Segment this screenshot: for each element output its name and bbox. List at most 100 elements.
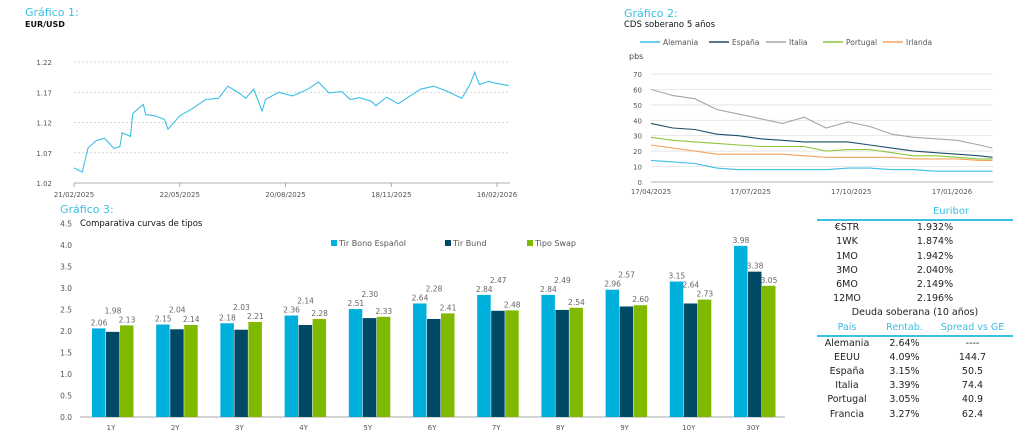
bar xyxy=(441,313,455,417)
euribor-rule xyxy=(817,219,1013,222)
x-tick-label: 8Y xyxy=(556,424,565,432)
yield: 3.05% xyxy=(889,394,920,406)
x-tick-label: 18/11/2025 xyxy=(371,191,411,199)
sovereign-row: España 3.15% 50.5 xyxy=(817,365,1013,379)
legend-label: Portugal xyxy=(846,38,877,47)
bar xyxy=(298,324,313,417)
sovereign-row: Italia 3.39% 74.4 xyxy=(817,379,1013,393)
bar xyxy=(248,321,262,417)
data-label: 2.28 xyxy=(311,309,328,318)
bar xyxy=(184,324,198,417)
sovereign-row: Portugal 3.05% 40.9 xyxy=(817,393,1013,407)
data-label: 3.98 xyxy=(733,236,750,245)
x-tick-label: 7Y xyxy=(492,424,501,432)
y-tick-label: 30 xyxy=(633,133,642,141)
data-label: 2.84 xyxy=(540,285,557,294)
bar xyxy=(555,309,569,417)
bar xyxy=(505,310,519,417)
data-label: 2.33 xyxy=(375,307,392,316)
country: Alemania xyxy=(824,337,870,349)
bar xyxy=(413,303,427,417)
x-tick-label: 16/02/2026 xyxy=(477,191,518,199)
country: Portugal xyxy=(827,394,867,406)
tenor: 6MO xyxy=(836,278,858,290)
euribor-row: 1WK 1.874% xyxy=(817,235,1013,249)
eurusd-line xyxy=(73,70,509,173)
bar xyxy=(170,329,184,417)
rate: 2.196% xyxy=(916,293,954,305)
rate: 1.874% xyxy=(916,236,954,248)
bar xyxy=(748,271,762,417)
x-tick-label: 3Y xyxy=(235,424,244,432)
tenor: 12MO xyxy=(833,293,861,305)
y-tick-label: 50 xyxy=(633,102,642,110)
bar xyxy=(427,318,441,417)
data-label: 1.98 xyxy=(105,306,122,315)
country: España xyxy=(829,366,865,378)
rate: 1.942% xyxy=(916,250,954,262)
tenor: €STR xyxy=(834,222,860,234)
euribor-row: 1MO 1.942% xyxy=(817,250,1013,264)
series-line-italia xyxy=(650,88,993,149)
data-label: 2.57 xyxy=(618,271,635,280)
y-tick-label: 0 xyxy=(638,179,642,187)
bar xyxy=(491,310,505,417)
data-label: 2.54 xyxy=(568,298,585,307)
data-label: 2.73 xyxy=(696,290,713,299)
legend-label: Irlanda xyxy=(906,38,932,47)
bar xyxy=(633,305,648,417)
y-tick-label: 1.0 xyxy=(60,370,72,379)
y-tick-label: 10 xyxy=(633,164,642,172)
bar xyxy=(762,285,776,417)
y-tick-label: 70 xyxy=(633,71,642,79)
spread: ---- xyxy=(965,337,980,349)
x-tick-label: 6Y xyxy=(428,424,437,432)
data-label: 2.47 xyxy=(490,276,507,285)
bar xyxy=(92,328,106,417)
legend-label: Tir Bund xyxy=(452,239,486,248)
data-label: 2.14 xyxy=(297,297,314,306)
x-tick-label: 17/07/2025 xyxy=(730,188,770,196)
yield: 3.15% xyxy=(889,366,920,378)
series-line-alemania xyxy=(650,159,993,172)
y-tick-label: 2.0 xyxy=(60,327,72,336)
x-tick-label: 21/02/2025 xyxy=(54,191,94,199)
bar xyxy=(284,315,299,417)
rate: 2.040% xyxy=(916,264,954,276)
y-tick-label: 2.5 xyxy=(60,306,72,315)
data-label: 2.84 xyxy=(476,285,493,294)
chart3-subtitle: Comparativa curvas de tipos xyxy=(80,219,203,229)
sovereign-row: Francia 3.27% 62.4 xyxy=(817,408,1013,422)
col-rentab: Rentab. xyxy=(886,321,923,333)
col-spread: Spread vs GE xyxy=(940,321,1005,333)
y-tick-label: 1.22 xyxy=(36,59,52,67)
bar xyxy=(541,294,555,417)
country: EEUU xyxy=(834,351,860,363)
data-label: 2.30 xyxy=(361,290,378,299)
x-tick-label: 9Y xyxy=(620,424,629,432)
spread: 40.9 xyxy=(961,394,984,406)
legend-swatch xyxy=(527,240,533,246)
series-line-irlanda xyxy=(650,144,993,161)
data-label: 2.48 xyxy=(504,300,521,309)
chart1-heading: Gráfico 1: xyxy=(25,6,79,19)
euribor-row: 12MO 2.196% xyxy=(817,292,1013,306)
y-tick-label: 1.07 xyxy=(36,150,52,158)
x-tick-label: 17/10/2025 xyxy=(831,188,871,196)
chart2-unit: pbs xyxy=(629,52,644,61)
legend-label: Italia xyxy=(789,38,808,47)
bar xyxy=(697,299,712,417)
y-tick-label: 3.0 xyxy=(60,284,72,293)
data-label: 2.21 xyxy=(247,312,264,321)
yield: 2.64% xyxy=(889,337,920,349)
col-pais: País xyxy=(837,321,857,333)
yield: 3.27% xyxy=(889,408,920,420)
yield: 4.09% xyxy=(889,351,920,363)
bar xyxy=(156,324,170,417)
rates-table: Euribor €STR 1.932% 1WK 1.874% 1MO 1.942% 3MO 2… xyxy=(817,205,1013,422)
rate: 1.932% xyxy=(916,222,954,234)
